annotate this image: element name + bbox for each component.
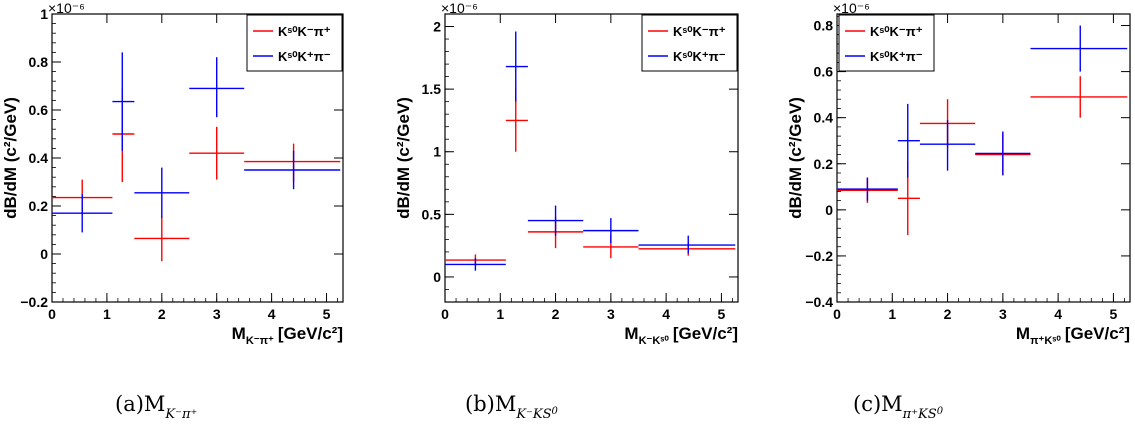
- panel-a: 0 1 2 3 4 5−0.200.20.40.60.81 ×10⁻⁶dB/dM (c²/G…: [1, 0, 344, 347]
- x-tick-label: 3: [213, 306, 221, 322]
- x-axis-label-unit: [GeV/c²]: [673, 324, 738, 343]
- y-tick-label: 0.4: [29, 150, 49, 166]
- y-tick-label: 2: [433, 19, 441, 35]
- y-tick-label: 0.2: [29, 198, 49, 214]
- x-axis-label-main: M: [232, 324, 246, 343]
- caption-a-sub: K⁻π⁺: [165, 407, 198, 422]
- plot-frame: [836, 13, 1131, 303]
- x-tick-label: 5: [1110, 306, 1118, 322]
- x-tick-label: 3: [607, 306, 615, 322]
- x-tick-label: 0: [833, 306, 841, 322]
- legend-label: Kˢ⁰K⁺π⁻: [278, 49, 331, 64]
- y-tick-label: 0: [433, 269, 441, 285]
- y-exponent: ×10⁻⁶: [48, 0, 85, 16]
- y-tick-label: −0.4: [805, 294, 833, 310]
- y-tick-label: 0: [825, 202, 833, 218]
- x-tick-label: 5: [323, 306, 331, 322]
- y-tick-label: 1: [433, 144, 441, 160]
- figure: 0 1 2 3 4 5−0.200.20.40.60.81 ×10⁻⁶dB/dM (c²/G…: [1, 0, 1131, 347]
- y-tick-label: 0.8: [29, 54, 49, 70]
- x-tick-label: 1: [888, 306, 896, 322]
- x-axis-label-sub: K⁻Kˢ⁰: [639, 335, 670, 347]
- legend-label: Kˢ⁰K⁻π⁺: [870, 24, 923, 39]
- caption-b-sub: K⁻K: [516, 407, 543, 422]
- x-tick-label: 1: [496, 306, 504, 322]
- y-tick-label: 0.8: [814, 18, 834, 34]
- legend-label: Kˢ⁰K⁻π⁺: [278, 24, 331, 39]
- x-axis-label-unit: [GeV/c²]: [278, 324, 343, 343]
- x-axis-label-sub: K⁻π⁺: [246, 335, 274, 347]
- legend-label: Kˢ⁰K⁺π⁻: [673, 49, 726, 64]
- x-tick-label: 0: [48, 306, 56, 322]
- y-exponent: ×10⁻⁶: [833, 0, 870, 16]
- legend-label: Kˢ⁰K⁺π⁻: [870, 49, 923, 64]
- x-tick-label: 3: [999, 306, 1007, 322]
- caption-a-text: (a)M: [115, 392, 166, 416]
- y-axis-label: dB/dM (c²/GeV): [1, 97, 20, 219]
- y-tick-label: 0: [40, 246, 48, 262]
- x-tick-label: 4: [1054, 306, 1062, 322]
- x-axis-label-main: M: [1016, 324, 1030, 343]
- panel-b: 0 1 2 3 4 500.511.52×10⁻⁶dB/dM (c²/GeV)MK⁻Kˢ⁰…: [394, 0, 739, 347]
- caption-c-sub: π⁺K: [902, 407, 928, 422]
- y-tick-label: −0.2: [805, 248, 833, 264]
- y-tick-label: −0.2: [20, 294, 48, 310]
- x-tick-label: 4: [662, 306, 670, 322]
- y-axis-label: dB/dM (c²/GeV): [786, 97, 805, 219]
- y-tick-label: 0.2: [814, 156, 834, 172]
- y-axis-label: dB/dM (c²/GeV): [394, 97, 413, 219]
- x-axis-label-main: M: [624, 324, 638, 343]
- y-tick-label: 0.4: [814, 110, 834, 126]
- y-tick-label: 1.5: [422, 81, 442, 97]
- caption-c: (c)Mπ⁺KS0: [853, 392, 943, 422]
- y-exponent: ×10⁻⁶: [441, 0, 478, 16]
- x-axis-label: Mπ⁺Kˢ⁰ [GeV/c²]: [1016, 324, 1130, 347]
- x-tick-label: 1: [103, 306, 111, 322]
- x-axis-label-sub: π⁺Kˢ⁰: [1030, 335, 1061, 347]
- plot-frame: [444, 13, 739, 303]
- panel-c: 0 1 2 3 4 5 −0.4 −0.2 0 0.2 0.4 0.6 0.8 ×10⁻⁶ dB/dM (c…: [786, 0, 1131, 347]
- caption-c-sub2: S0: [927, 406, 944, 422]
- y-tick-label: 0.6: [814, 64, 834, 80]
- x-axis-label: MK⁻π⁺ [GeV/c²]: [232, 324, 343, 347]
- y-tick-label: 0.6: [29, 102, 49, 118]
- x-axis-label: MK⁻Kˢ⁰ [GeV/c²]: [624, 324, 738, 347]
- legend-label: Kˢ⁰K⁻π⁺: [673, 24, 726, 39]
- legend-box: [838, 14, 935, 72]
- caption-b: (b)MK⁻KS0: [465, 392, 558, 422]
- caption-a: (a)MK⁻π⁺: [115, 392, 197, 422]
- x-tick-label: 2: [944, 306, 952, 322]
- y-tick-label: 0.5: [422, 206, 442, 222]
- x-tick-label: 2: [158, 306, 166, 322]
- caption-c-text: (c)M: [853, 392, 903, 416]
- x-tick-label: 2: [552, 306, 560, 322]
- x-axis-label-unit: [GeV/c²]: [1065, 324, 1130, 343]
- legend-box: [246, 14, 343, 72]
- y-tick-label: 1: [40, 6, 48, 22]
- x-tick-label: 4: [268, 306, 276, 322]
- caption-b-text: (b)M: [465, 392, 517, 416]
- caption-b-sub2: S0: [542, 406, 558, 422]
- x-tick-label: 5: [718, 306, 726, 322]
- x-tick-label: 0: [441, 306, 449, 322]
- legend-box: [641, 14, 738, 72]
